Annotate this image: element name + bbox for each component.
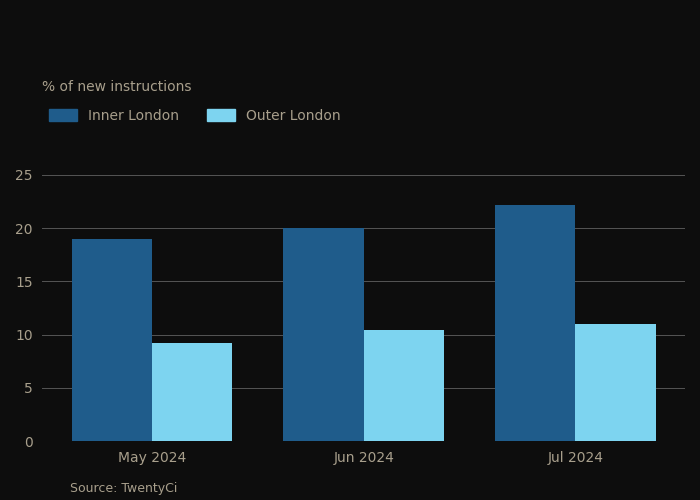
Bar [71,239,152,442]
Text: Source: TwentyCi: Source: TwentyCi [70,482,177,495]
Text: % of new instructions: % of new instructions [42,80,192,94]
Bar [495,204,575,442]
Bar [152,343,232,442]
Legend: Inner London, Outer London: Inner London, Outer London [49,108,340,122]
Bar [364,330,444,442]
Bar [284,228,364,442]
Bar [575,324,656,442]
